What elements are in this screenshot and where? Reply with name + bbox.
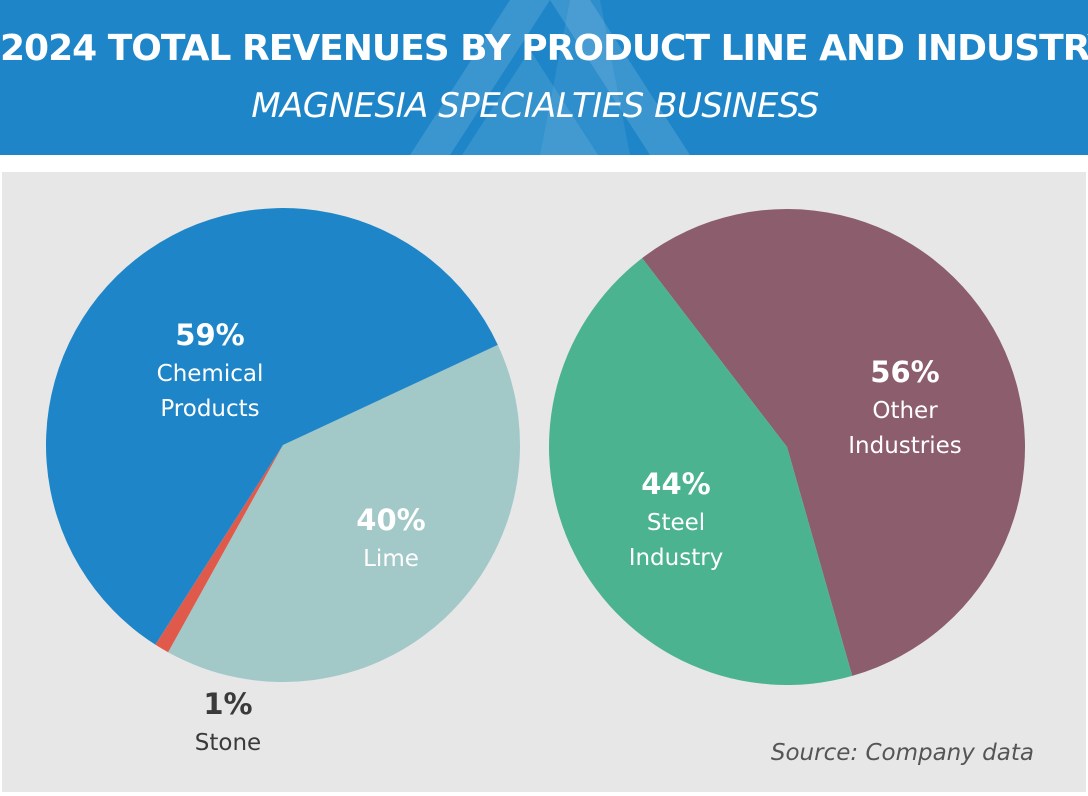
slice-label-steel: 44% Steel Industry <box>629 467 724 571</box>
pie-slice-stone <box>155 445 283 653</box>
slice-name-steel-line-1: Steel <box>647 510 705 536</box>
chart-subtitle: MAGNESIA SPECIALTIES BUSINESS <box>251 86 819 126</box>
slice-name-lime-line-1: Lime <box>363 546 419 572</box>
slice-percent-steel: 44% <box>641 467 710 501</box>
pie-chart-2: 56% Other Industries 44% Steel Industry <box>548 208 1025 685</box>
header-banner: 2024 TOTAL REVENUES BY PRODUCT LINE AND … <box>0 0 1088 155</box>
slice-percent-other: 56% <box>870 355 939 389</box>
slice-name-other-line-2: Industries <box>848 433 962 459</box>
slice-name-other-line-1: Other <box>872 398 938 424</box>
pie-slice-chemical <box>45 207 498 645</box>
slice-name-chemical-line-2: Products <box>160 396 259 422</box>
pie-slice-steel <box>548 258 853 685</box>
pie-slice-lime <box>168 344 520 682</box>
slice-percent-stone: 1% <box>203 687 252 721</box>
pie-slice-other <box>642 208 1025 676</box>
slice-label-other: 56% Other Industries <box>848 355 962 459</box>
chart-title: 2024 TOTAL REVENUES BY PRODUCT LINE AND … <box>0 28 1088 69</box>
slice-percent-lime: 40% <box>356 503 425 537</box>
slice-name-stone-line-1: Stone <box>195 730 261 756</box>
slice-percent-chemical: 59% <box>175 318 244 352</box>
slice-name-chemical-line-1: Chemical <box>157 361 264 387</box>
pie-chart-1: 40% Lime 1% Stone 59% Chemical Products <box>45 207 520 756</box>
slice-label-lime: 40% Lime <box>356 503 425 572</box>
slice-name-steel-line-2: Industry <box>629 545 724 571</box>
logo-mark-icon <box>410 0 690 155</box>
source-note: Source: Company data <box>770 740 1034 766</box>
slice-label-chemical: 59% Chemical Products <box>157 318 264 422</box>
slice-label-stone: 1% Stone <box>195 687 261 756</box>
